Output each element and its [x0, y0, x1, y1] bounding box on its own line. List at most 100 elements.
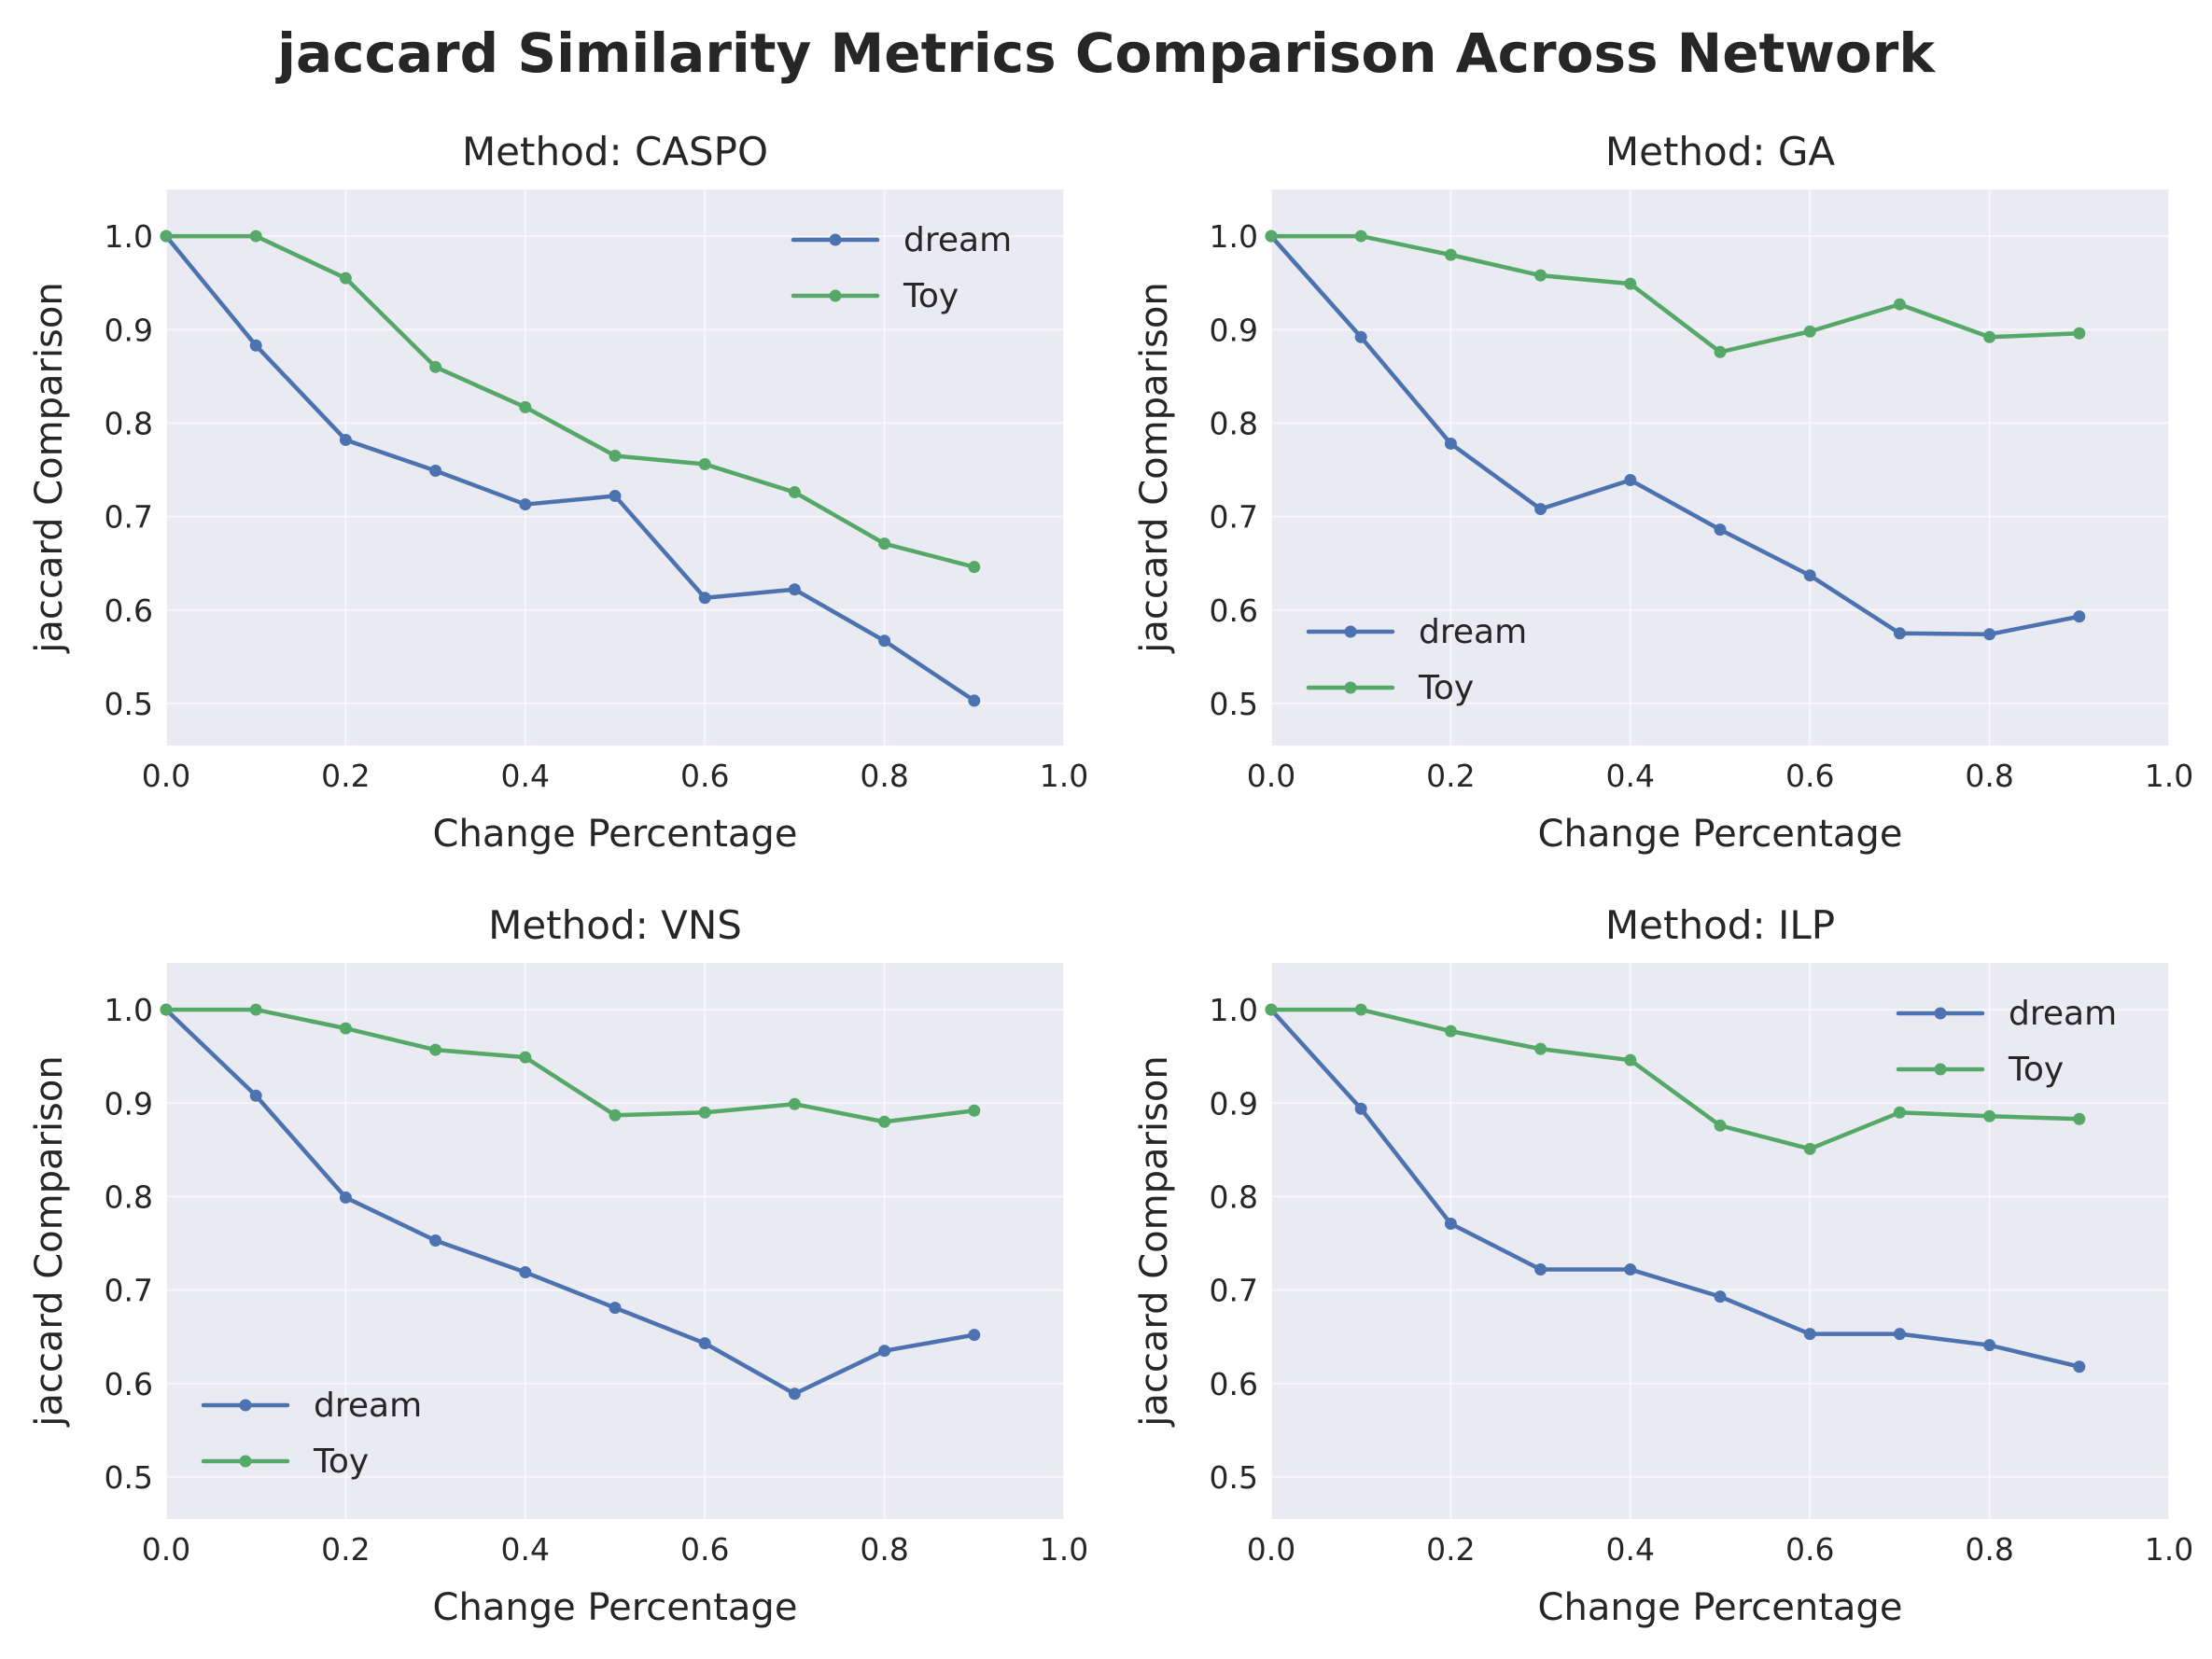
- data-point-toy: [1444, 248, 1457, 261]
- data-point-toy: [429, 360, 442, 373]
- x-tick-label: 0.4: [1606, 1531, 1655, 1568]
- legend-label: Toy: [313, 1443, 369, 1481]
- y-tick-label: 0.6: [105, 592, 153, 629]
- chart-panel-1: 0.0 0.2 0.4 0.6 0.8 1.0 0.5 0.6 0.7 0.8 0.9 1.0 Meth…: [28, 129, 1088, 856]
- y-axis-label: jaccard Comparison: [28, 282, 71, 653]
- data-point-toy: [1354, 1003, 1367, 1016]
- plot-background: [1271, 189, 2169, 746]
- data-point-dream: [878, 634, 891, 648]
- series-line-dream: [1268, 1007, 2082, 1369]
- y-tick-label: 1.0: [105, 218, 153, 255]
- x-tick-label: 0.8: [860, 1531, 908, 1568]
- data-point-toy: [339, 1022, 352, 1035]
- data-point-toy: [1534, 269, 1547, 282]
- data-point-toy: [609, 449, 622, 462]
- y-tick-label: 0.9: [105, 1085, 153, 1122]
- chart-panel-2: 0.0 0.2 0.4 0.6 0.8 1.0 0.5 0.6 0.7 0.8 0.9 1.0 Meth…: [1133, 129, 2193, 856]
- data-point-toy: [339, 272, 352, 285]
- data-point-toy: [1444, 1025, 1457, 1038]
- data-point-dream: [698, 1337, 711, 1350]
- chart-panel-3: 0.0 0.2 0.4 0.6 0.8 1.0 0.5 0.6 0.7 0.8 0.9 1.0 Meth…: [28, 902, 1088, 1629]
- data-point-dream: [609, 1302, 622, 1315]
- data-point-dream: [1444, 1217, 1457, 1230]
- data-point-toy: [1893, 298, 1906, 311]
- legend: dream Toy: [1306, 613, 1527, 707]
- data-point-toy: [249, 1003, 262, 1016]
- y-axis-label: jaccard Comparison: [28, 1055, 71, 1427]
- x-axis-label: Change Percentage: [1538, 813, 1903, 856]
- data-point-toy: [249, 230, 262, 243]
- data-point-dream: [429, 1234, 442, 1247]
- data-point-dream: [2073, 1360, 2086, 1373]
- x-tick-label: 0.8: [1965, 758, 2013, 794]
- x-tick-label: 0.6: [680, 1531, 729, 1568]
- legend-label: dream: [903, 221, 1012, 259]
- series-line-toy: [163, 1007, 977, 1124]
- data-point-toy: [2073, 1112, 2086, 1125]
- series-line-toy: [1268, 1007, 2082, 1151]
- data-point-toy: [788, 486, 801, 499]
- x-tick-label: 0.8: [860, 758, 908, 794]
- data-point-toy: [519, 1051, 532, 1064]
- series-line-toy: [1268, 233, 2082, 355]
- legend-swatch-marker: [829, 233, 842, 246]
- panel-title: Method: GA: [1605, 129, 1836, 174]
- legend-swatch-marker: [239, 1455, 252, 1468]
- legend-swatch-marker: [1344, 681, 1357, 694]
- data-point-dream: [249, 339, 262, 352]
- x-tick-label: 1.0: [1040, 1531, 1088, 1568]
- data-point-dream: [1354, 1102, 1367, 1115]
- data-point-toy: [160, 1003, 173, 1016]
- y-tick-label: 0.9: [1210, 1085, 1258, 1122]
- data-point-toy: [609, 1108, 622, 1122]
- data-point-dream: [1893, 627, 1906, 640]
- series-line-dream: [1268, 233, 2082, 637]
- data-point-dream: [1803, 1328, 1816, 1341]
- series-line-dream: [163, 1007, 977, 1397]
- data-point-dream: [339, 1191, 352, 1204]
- y-axis-label: jaccard Comparison: [1133, 1055, 1176, 1427]
- legend-swatch-marker: [1934, 1007, 1947, 1020]
- data-point-dream: [519, 498, 532, 511]
- plot-background: [166, 963, 1064, 1519]
- figure-title: jaccard Similarity Metrics Comparison Ac…: [277, 21, 1935, 85]
- data-point-dream: [1714, 523, 1727, 537]
- series-line-dream: [163, 233, 977, 704]
- data-point-dream: [1714, 1290, 1727, 1304]
- data-point-toy: [788, 1097, 801, 1110]
- x-tick-label: 0.2: [1426, 1531, 1475, 1568]
- data-point-dream: [1534, 1263, 1547, 1276]
- y-tick-label: 0.6: [1210, 592, 1258, 629]
- data-point-toy: [429, 1043, 442, 1056]
- data-point-toy: [698, 1106, 711, 1119]
- data-point-toy: [968, 561, 981, 574]
- y-tick-label: 0.8: [1210, 1178, 1258, 1215]
- x-tick-label: 0.2: [321, 1531, 370, 1568]
- y-tick-label: 0.8: [105, 405, 153, 441]
- legend-label: dream: [1419, 613, 1527, 651]
- data-point-toy: [1983, 1109, 1996, 1122]
- data-point-dream: [968, 694, 981, 707]
- y-tick-label: 0.7: [105, 1273, 153, 1309]
- data-point-dream: [1983, 628, 1996, 641]
- panel-title: Method: ILP: [1605, 902, 1835, 948]
- legend-label: Toy: [2008, 1051, 2064, 1089]
- y-tick-label: 0.9: [1210, 312, 1258, 348]
- data-point-toy: [519, 400, 532, 413]
- data-point-dream: [1354, 330, 1367, 343]
- data-point-toy: [1893, 1106, 1906, 1119]
- data-point-dream: [519, 1266, 532, 1279]
- data-point-dream: [609, 490, 622, 503]
- x-axis-label: Change Percentage: [433, 1586, 798, 1629]
- legend: dream Toy: [1896, 995, 2117, 1089]
- y-tick-label: 0.5: [1210, 686, 1258, 722]
- chart-panel-4: 0.0 0.2 0.4 0.6 0.8 1.0 0.5 0.6 0.7 0.8 0.9 1.0 Meth…: [1133, 902, 2193, 1629]
- data-point-dream: [339, 433, 352, 446]
- x-tick-label: 0.4: [501, 1531, 550, 1568]
- x-axis-label: Change Percentage: [1538, 1586, 1903, 1629]
- data-point-toy: [1714, 345, 1727, 358]
- series-line-toy: [163, 233, 977, 569]
- y-tick-label: 0.8: [105, 1178, 153, 1215]
- y-tick-label: 0.7: [1210, 1273, 1258, 1309]
